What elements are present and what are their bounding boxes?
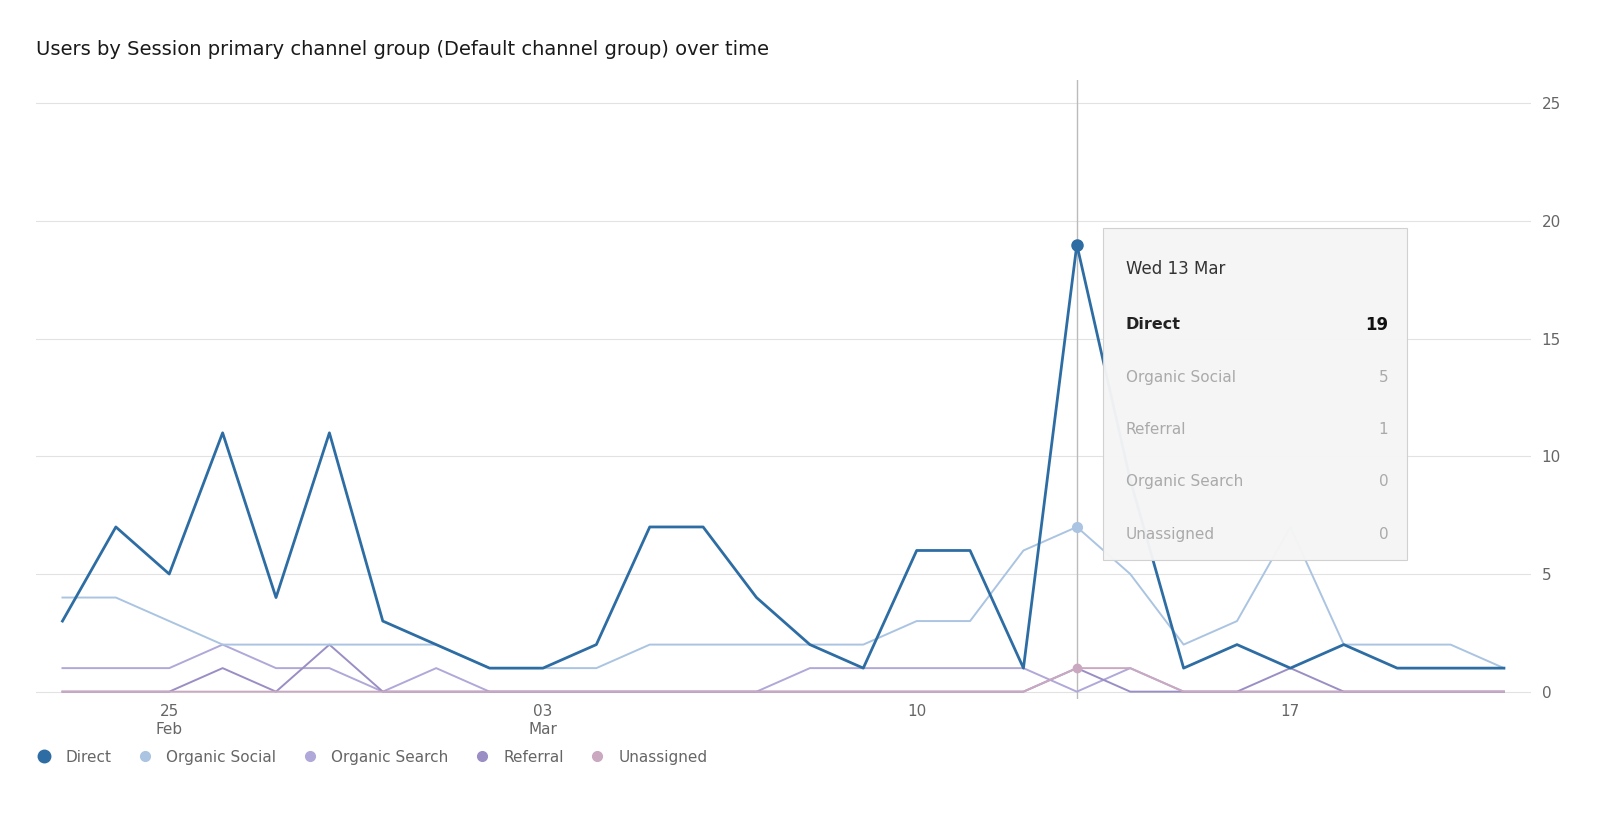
Text: 1: 1 [1379, 422, 1389, 437]
Text: 0: 0 [1379, 527, 1389, 542]
Text: Unassigned: Unassigned [1126, 527, 1214, 542]
Text: 19: 19 [1365, 316, 1389, 334]
Text: Organic Search: Organic Search [1126, 475, 1243, 489]
Text: Referral: Referral [1126, 422, 1186, 437]
Text: 0: 0 [1379, 475, 1389, 489]
Text: Wed 13 Mar: Wed 13 Mar [1126, 259, 1226, 278]
Text: Organic Social: Organic Social [1126, 370, 1235, 385]
Text: Direct: Direct [1126, 317, 1181, 332]
Text: 5: 5 [1379, 370, 1389, 385]
Text: Users by Session primary channel group (Default channel group) over time: Users by Session primary channel group (… [35, 40, 768, 59]
Legend: Direct, Organic Social, Organic Search, Referral, Unassigned: Direct, Organic Social, Organic Search, … [29, 750, 707, 765]
